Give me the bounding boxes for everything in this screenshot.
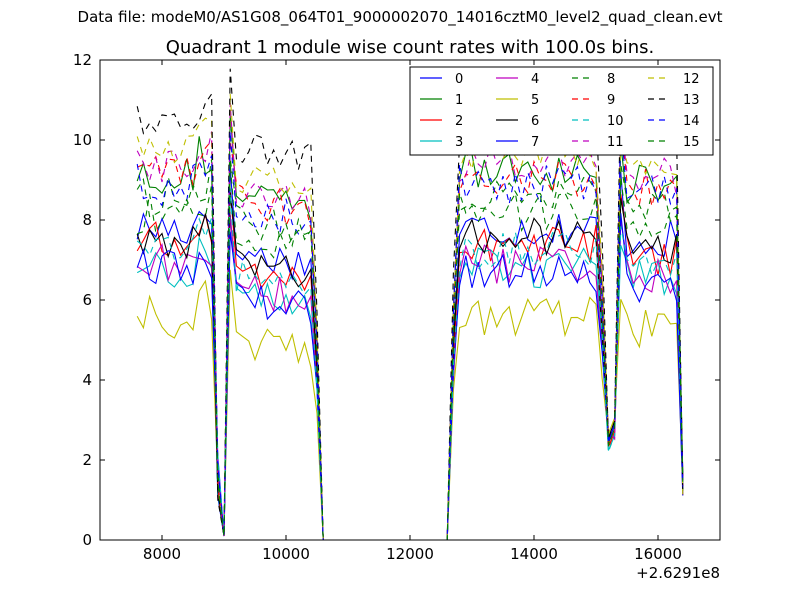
x-tick-label: 14000: [510, 545, 558, 563]
legend-label-1: 1: [455, 93, 463, 108]
x-tick-label: 12000: [386, 545, 434, 563]
legend-frame: [409, 66, 714, 156]
legend-label-12: 12: [683, 72, 700, 87]
legend-label-3: 3: [455, 135, 463, 150]
y-tick-label: 0: [82, 531, 92, 549]
x-tick-label: 10000: [262, 545, 310, 563]
legend-label-11: 11: [607, 135, 624, 150]
legend-label-4: 4: [531, 72, 539, 87]
x-tick-label: 16000: [634, 545, 682, 563]
y-tick-label: 8: [82, 211, 92, 229]
legend-label-0: 0: [455, 72, 463, 87]
legend-label-13: 13: [683, 93, 700, 108]
y-tick-label: 2: [82, 451, 92, 469]
legend-label-15: 15: [683, 135, 700, 150]
legend-label-10: 10: [607, 114, 624, 129]
series-line-9: [136, 123, 684, 541]
y-tick-label: 12: [73, 51, 92, 69]
legend-label-2: 2: [455, 114, 463, 129]
y-tick-label: 10: [73, 131, 92, 149]
legend-label-8: 8: [607, 72, 615, 87]
x-tick-label: 8000: [143, 545, 181, 563]
legend-label-14: 14: [683, 114, 700, 129]
x-axis-offset-label: +2.6291e8: [636, 564, 720, 582]
series-line-15: [137, 162, 684, 541]
legend-label-9: 9: [607, 93, 615, 108]
chart-title: Quadrant 1 module wise count rates with …: [166, 37, 655, 58]
figure-suptitle: Data file: modeM0/AS1G08_064T01_90000020…: [77, 8, 723, 26]
legend-label-6: 6: [531, 114, 539, 129]
y-tick-label: 4: [82, 371, 92, 389]
legend-label-5: 5: [531, 93, 539, 108]
legend-label-7: 7: [531, 135, 539, 150]
y-tick-label: 6: [82, 291, 92, 309]
